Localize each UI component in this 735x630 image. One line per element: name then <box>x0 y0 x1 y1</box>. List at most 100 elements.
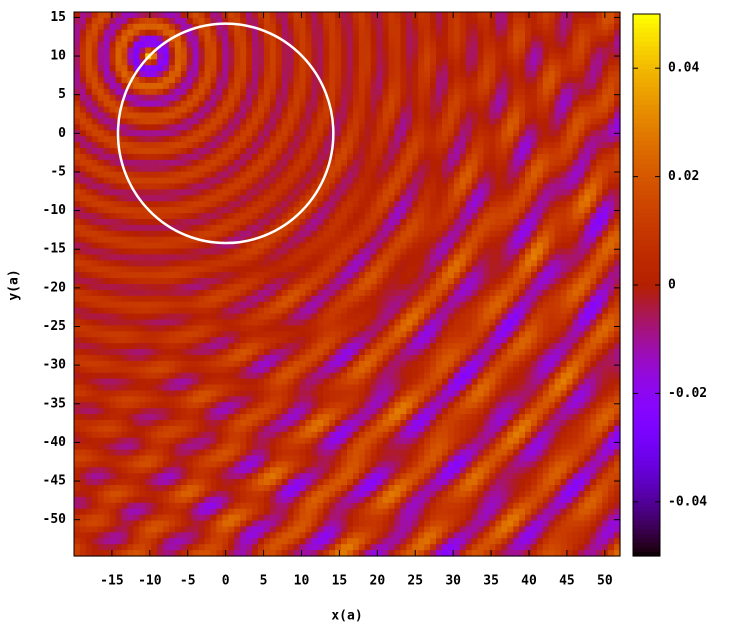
field-cell <box>352 23 360 31</box>
field-cell <box>103 378 111 386</box>
field-cell <box>257 47 265 54</box>
field-cell <box>376 467 384 474</box>
field-cell <box>329 461 336 468</box>
field-cell <box>216 23 223 31</box>
field-cell <box>257 65 265 72</box>
field-cell <box>151 402 158 409</box>
field-cell <box>234 130 241 137</box>
field-cell <box>269 544 277 551</box>
field-cell <box>347 260 354 267</box>
field-cell <box>145 112 152 120</box>
field-cell <box>352 224 360 232</box>
field-cell <box>287 372 295 380</box>
field-cell <box>85 396 93 403</box>
field-cell <box>352 230 360 238</box>
field-cell <box>180 23 188 31</box>
field-cell <box>228 485 235 492</box>
field-cell <box>204 284 212 291</box>
field-cell <box>157 213 164 220</box>
field-cell <box>370 88 378 96</box>
field-cell <box>240 331 247 338</box>
field-cell <box>263 301 271 309</box>
field-cell <box>216 301 223 309</box>
field-cell <box>347 485 354 492</box>
field-cell <box>234 544 241 551</box>
field-cell <box>198 124 206 131</box>
field-cell <box>139 236 146 244</box>
field-cell <box>127 467 134 474</box>
field-cell <box>163 360 170 368</box>
field-cell <box>79 360 87 368</box>
field-cell <box>388 88 396 96</box>
field-cell <box>91 526 99 533</box>
field-cell <box>335 65 342 72</box>
field-cell <box>341 520 348 528</box>
field-cell <box>335 372 342 380</box>
field-cell <box>358 544 366 551</box>
field-cell <box>388 284 396 291</box>
field-cell <box>115 425 123 433</box>
field-cell <box>364 325 372 332</box>
field-cell <box>127 550 134 557</box>
field-cell <box>139 508 146 516</box>
field-cell <box>204 301 212 309</box>
field-cell <box>228 366 235 374</box>
field-cell <box>305 35 312 43</box>
field-cell <box>168 230 176 238</box>
field-cell <box>127 319 134 326</box>
field-cell <box>133 396 140 403</box>
field-cell <box>192 218 200 226</box>
field-cell <box>364 343 372 350</box>
field-cell <box>388 354 396 362</box>
field-cell <box>382 124 390 131</box>
field-cell <box>109 331 117 338</box>
field-cell <box>299 12 307 19</box>
field-cell <box>269 337 277 344</box>
field-cell <box>163 479 170 486</box>
field-cell <box>382 94 390 102</box>
field-cell <box>323 230 330 238</box>
field-cell <box>228 461 235 468</box>
field-cell <box>376 532 384 539</box>
field-cell <box>127 29 134 37</box>
field-cell <box>246 420 253 427</box>
field-cell <box>358 35 366 43</box>
field-cell <box>216 218 223 226</box>
field-cell <box>263 390 271 397</box>
field-cell <box>335 35 342 43</box>
field-cell <box>115 94 123 102</box>
field-cell <box>347 479 354 486</box>
field-cell <box>287 207 295 214</box>
field-cell <box>163 218 170 226</box>
field-cell <box>186 260 194 267</box>
field-cell <box>263 59 271 66</box>
field-cell <box>127 443 134 451</box>
field-cell <box>109 414 117 421</box>
field-cell <box>139 490 146 498</box>
field-cell <box>74 372 81 380</box>
field-cell <box>293 307 301 315</box>
field-cell <box>347 496 354 504</box>
field-cell <box>311 242 318 250</box>
field-cell <box>263 183 271 190</box>
field-cell <box>180 47 188 54</box>
field-cell <box>234 307 241 315</box>
field-cell <box>305 82 312 90</box>
field-cell <box>305 532 312 539</box>
field-cell <box>121 473 129 480</box>
field-cell <box>269 266 277 273</box>
field-cell <box>97 278 105 285</box>
field-cell <box>157 313 164 321</box>
field-cell <box>364 301 372 309</box>
field-cell <box>133 207 140 214</box>
field-cell <box>287 17 295 25</box>
field-cell <box>204 82 212 90</box>
field-cell <box>311 349 318 356</box>
field-cell <box>121 218 129 226</box>
field-cell <box>388 41 396 49</box>
field-cell <box>192 12 200 19</box>
field-cell <box>109 289 117 297</box>
field-cell <box>163 53 170 60</box>
field-cell <box>281 254 289 261</box>
field-cell <box>79 94 87 102</box>
